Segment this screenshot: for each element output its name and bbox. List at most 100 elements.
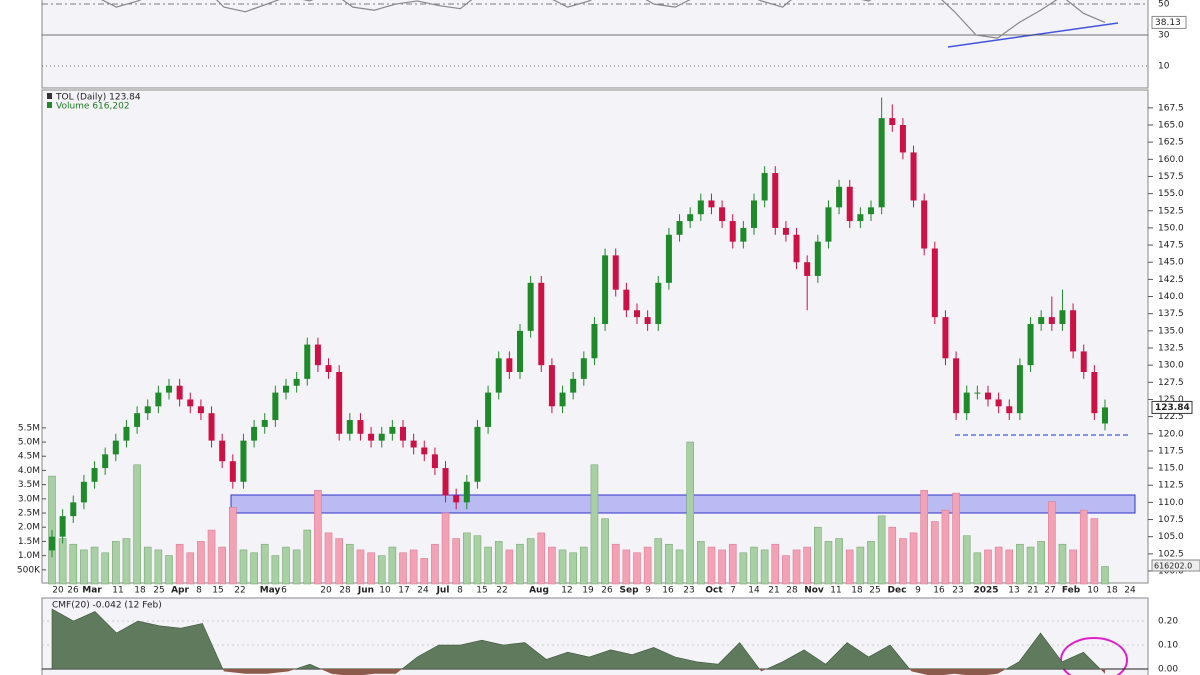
volume-bar — [101, 552, 109, 585]
y-tick-label: 135.0 — [1158, 326, 1184, 336]
last-price-box — [1151, 400, 1193, 414]
volume-bar — [377, 555, 386, 585]
candle-body — [102, 454, 109, 469]
candle-body — [527, 282, 534, 331]
x-tick-label: Feb — [1062, 586, 1081, 596]
candle-body — [314, 344, 321, 366]
candle-body — [644, 317, 651, 324]
candle-body — [1102, 407, 1108, 424]
candle-body — [793, 234, 800, 263]
y-tick-label: 157.5 — [1158, 172, 1184, 182]
volume-bar — [229, 507, 237, 585]
candle-body — [814, 241, 821, 276]
y-tick-label: 127.5 — [1158, 378, 1184, 388]
y-tick-label: 147.5 — [1158, 241, 1184, 251]
x-tick-label: Aug — [529, 586, 549, 596]
candle-body — [772, 173, 779, 228]
support-zone — [230, 494, 1136, 514]
y-tick-label: 125.0 — [1158, 395, 1184, 405]
last-value-box — [1151, 15, 1187, 29]
candle-body — [197, 406, 204, 414]
volume-bar — [1005, 549, 1014, 585]
candle-body — [1016, 365, 1023, 414]
candle-body — [400, 426, 406, 441]
volume-bar — [611, 543, 620, 585]
x-tick-label: 27 — [1044, 586, 1055, 596]
volume-bar — [420, 558, 429, 585]
candle-body — [974, 392, 981, 394]
candle-body — [836, 186, 843, 208]
candle-body — [740, 227, 747, 242]
x-tick-label: 9 — [915, 586, 921, 596]
volume-bar — [739, 552, 748, 585]
volume-bar — [143, 546, 152, 585]
volume-bar — [292, 549, 301, 585]
candle-body — [187, 399, 194, 407]
x-tick-label: 26 — [601, 586, 613, 596]
candle-body — [112, 440, 119, 455]
candle-body — [538, 282, 545, 366]
volume-bar — [931, 521, 939, 585]
volume-bar — [526, 538, 535, 585]
candle-body — [910, 152, 917, 201]
candle-body — [357, 420, 364, 434]
x-tick-label: 23 — [952, 586, 963, 596]
candle-body — [410, 440, 417, 448]
volume-bar — [803, 546, 811, 585]
cmf-legend: CMF(20) -0.042 (12 Feb) — [52, 601, 162, 611]
last-value-label: 38.13 — [1155, 18, 1181, 28]
volume-bar — [494, 541, 503, 585]
candle-body — [421, 447, 428, 455]
volume-bar — [845, 549, 854, 585]
volume-bar — [909, 532, 918, 585]
volume-bar — [399, 552, 407, 585]
volume-bar — [324, 532, 333, 585]
candle-body — [591, 323, 598, 359]
volume-tick-label: 1.5M — [18, 537, 40, 547]
candle-body — [431, 454, 438, 469]
y-tick-label: 10 — [1158, 62, 1170, 72]
y-tick-label: 142.5 — [1158, 275, 1184, 285]
volume-bar — [686, 441, 694, 585]
volume-bar — [463, 532, 471, 585]
y-tick-label: 30 — [1158, 31, 1170, 41]
candle-body — [804, 262, 811, 276]
candle-body — [463, 481, 470, 503]
x-tick-label: Oct — [705, 586, 723, 596]
x-tick-label: 14 — [748, 586, 760, 596]
candle-body — [1027, 323, 1034, 366]
y-tick-label: 117.5 — [1158, 446, 1184, 456]
volume-bar — [90, 546, 99, 585]
candle-body — [368, 433, 375, 441]
volume-bar — [431, 543, 439, 585]
volume-bar — [484, 546, 492, 585]
x-tick-label: 19 — [582, 586, 594, 596]
candle-body — [878, 118, 885, 208]
candle-body — [1059, 310, 1066, 324]
volume-bar — [792, 549, 801, 585]
last-volume-label: 616202.0 — [1154, 562, 1192, 571]
volume-bar — [899, 538, 907, 585]
volume-bar — [718, 549, 726, 585]
candle-body — [889, 118, 896, 125]
candle-body — [687, 214, 694, 222]
legend-icon — [47, 102, 52, 108]
volume-bar — [569, 552, 577, 585]
candle-body — [825, 207, 832, 242]
candle-body — [963, 392, 970, 414]
y-tick-label: 152.5 — [1158, 206, 1184, 216]
candle-body — [80, 481, 87, 503]
y-tick-label: 105.0 — [1158, 532, 1184, 542]
plot: 50 30 10 38.13 500K 1.0M 1.5M 2.0M 2.5M 3.0M 3.5M 4… — [17, 0, 1200, 675]
x-tick-label: 7 — [730, 586, 736, 596]
y-tick-label: 167.5 — [1158, 103, 1184, 113]
x-tick-label: 21 — [768, 586, 779, 596]
volume-bar — [760, 549, 769, 585]
candle-body — [261, 420, 268, 427]
candle-body — [985, 392, 991, 400]
volume-bar — [335, 538, 343, 585]
candle-body — [251, 426, 258, 441]
candle-body — [1070, 310, 1077, 352]
volume-tick-label: 5.0M — [18, 438, 40, 448]
